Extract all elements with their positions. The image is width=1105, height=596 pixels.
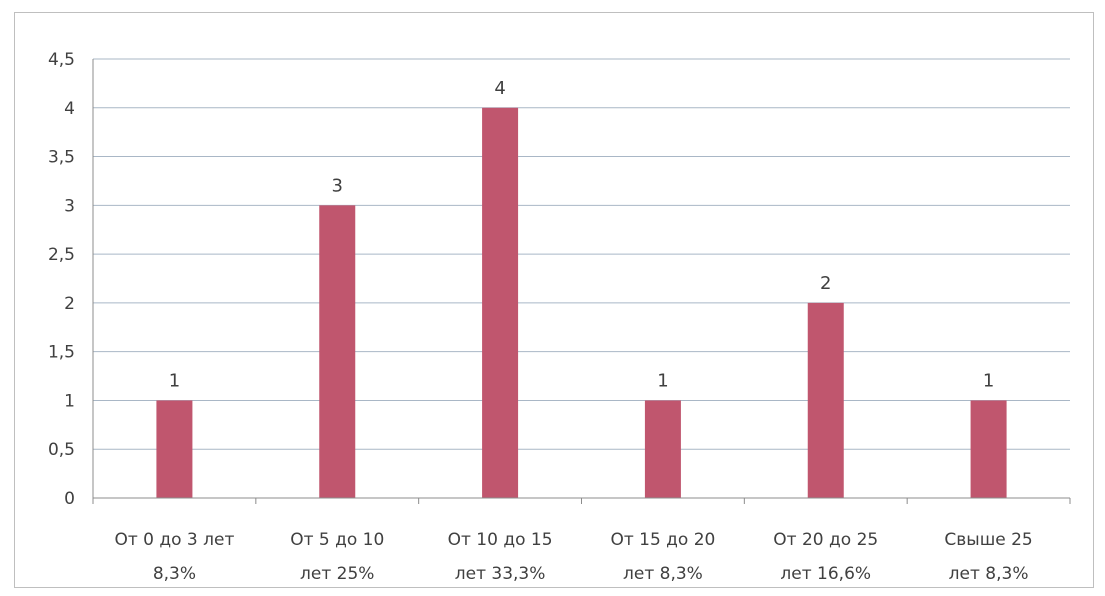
bar bbox=[644, 400, 681, 498]
data-label: 3 bbox=[332, 175, 343, 196]
x-tick-label: 8,3% bbox=[153, 564, 196, 584]
y-tick-label: 0 bbox=[64, 489, 75, 509]
y-tick-label: 1 bbox=[64, 391, 75, 411]
x-tick-label: лет 33,3% bbox=[455, 564, 546, 584]
y-tick-label: 0,5 bbox=[48, 440, 75, 460]
bar bbox=[482, 107, 519, 499]
data-label: 4 bbox=[494, 78, 505, 99]
x-tick-label: лет 8,3% bbox=[949, 564, 1029, 584]
bars: 1 3 4 1 2 1 bbox=[156, 78, 1007, 499]
grid-lines bbox=[93, 58, 1070, 450]
x-tick-label: Свыше 25 bbox=[944, 530, 1032, 550]
x-tick-label: От 0 до 3 лет bbox=[114, 530, 234, 550]
y-tick-label: 4,5 bbox=[48, 50, 75, 70]
x-tick-label: лет 25% bbox=[300, 564, 374, 584]
data-label: 1 bbox=[983, 370, 994, 391]
x-tick-label: От 15 до 20 bbox=[610, 530, 715, 550]
bar bbox=[970, 400, 1007, 498]
bar bbox=[156, 400, 193, 498]
bar bbox=[319, 205, 356, 499]
y-tick-label: 3 bbox=[64, 196, 75, 216]
y-tick-label: 2,5 bbox=[48, 245, 75, 265]
x-tick-label: От 20 до 25 bbox=[773, 530, 878, 550]
x-tick-label: От 10 до 15 bbox=[448, 530, 553, 550]
data-label: 1 bbox=[657, 370, 668, 391]
y-tick-label: 2 bbox=[64, 294, 75, 314]
x-tick-label: лет 8,3% bbox=[623, 564, 703, 584]
y-tick-label: 3,5 bbox=[48, 148, 75, 168]
y-tick-label: 1,5 bbox=[48, 343, 75, 363]
data-label: 2 bbox=[820, 273, 831, 294]
y-tick-label: 4 bbox=[64, 99, 75, 119]
y-axis: 0 0,5 1 1,5 2 2,5 3 3,5 4 4,5 bbox=[48, 50, 94, 509]
bar bbox=[807, 302, 844, 498]
chart-frame bbox=[14, 12, 1094, 588]
x-tick-label: лет 16,6% bbox=[780, 564, 871, 584]
x-axis: От 0 до 3 лет 8,3% От 5 до 10 лет 25% От 10 … bbox=[92, 497, 1071, 584]
data-label: 1 bbox=[169, 370, 180, 391]
x-tick-label: От 5 до 10 bbox=[290, 530, 384, 550]
